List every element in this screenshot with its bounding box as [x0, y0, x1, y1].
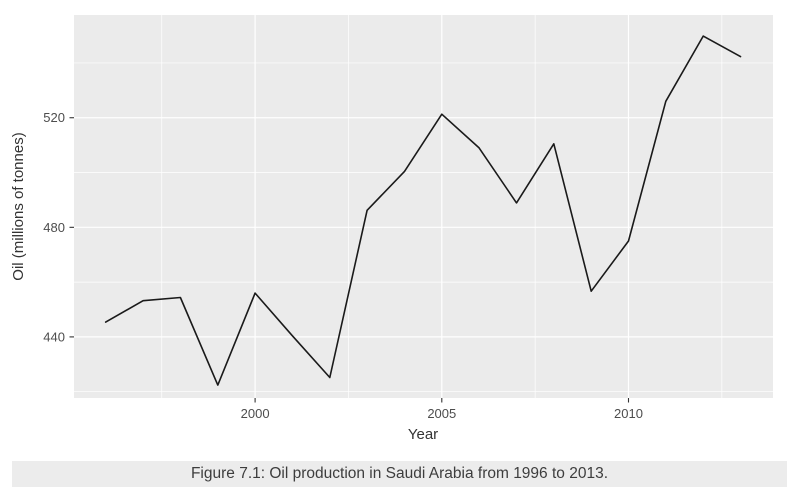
plot-panel	[74, 15, 773, 398]
oil-production-series-line	[104, 35, 742, 386]
x-axis-tick-labels: 2000 2005 2010	[241, 406, 643, 421]
grid-major-lines	[74, 15, 773, 398]
oil-production-line-chart: 2000 2005 2010 440 480 520 Year Oil (million…	[10, 15, 773, 443]
x-tick-label: 2010	[614, 406, 643, 421]
x-tick-label: 2000	[241, 406, 270, 421]
y-axis-tick-labels: 440 480 520	[43, 110, 65, 344]
x-axis-title: Year	[408, 426, 438, 443]
y-axis-title: Oil (millions of tonnes)	[10, 132, 27, 280]
figure-caption: Figure 7.1: Oil production in Saudi Arab…	[190, 465, 609, 482]
x-tick-label: 2005	[427, 406, 456, 421]
grid-minor-lines	[74, 15, 773, 398]
figure-caption-band: Figure 7.1: Oil production in Saudi Arab…	[12, 461, 787, 487]
y-tick-label: 480	[43, 220, 65, 235]
y-tick-label: 440	[43, 329, 65, 344]
y-tick-label: 520	[43, 110, 65, 125]
axis-tick-marks	[69, 117, 630, 403]
